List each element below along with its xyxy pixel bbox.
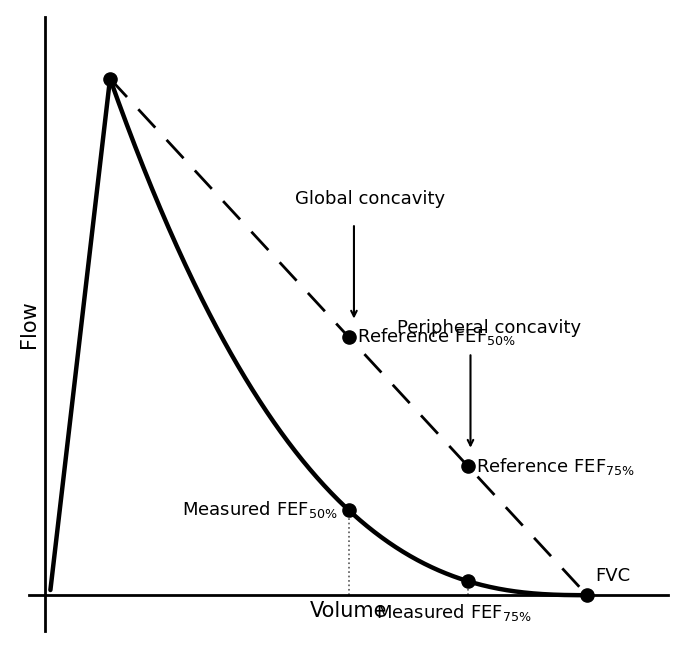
Point bbox=[343, 505, 354, 515]
Point bbox=[343, 332, 354, 342]
Text: Reference FEF$_{75\%}$: Reference FEF$_{75\%}$ bbox=[476, 456, 635, 476]
Point bbox=[582, 590, 593, 600]
X-axis label: Volume: Volume bbox=[310, 601, 387, 621]
Text: Reference FEF$_{50\%}$: Reference FEF$_{50\%}$ bbox=[357, 327, 516, 347]
Y-axis label: Flow: Flow bbox=[19, 300, 40, 348]
Point bbox=[462, 461, 473, 471]
Text: FVC: FVC bbox=[595, 567, 630, 585]
Point bbox=[462, 576, 473, 586]
Text: Measured FEF$_{50\%}$: Measured FEF$_{50\%}$ bbox=[182, 500, 338, 520]
Point bbox=[105, 73, 116, 84]
Text: Peripheral concavity: Peripheral concavity bbox=[397, 319, 582, 337]
Text: Measured FEF$_{75\%}$: Measured FEF$_{75\%}$ bbox=[375, 602, 532, 623]
Text: Global concavity: Global concavity bbox=[295, 190, 445, 208]
